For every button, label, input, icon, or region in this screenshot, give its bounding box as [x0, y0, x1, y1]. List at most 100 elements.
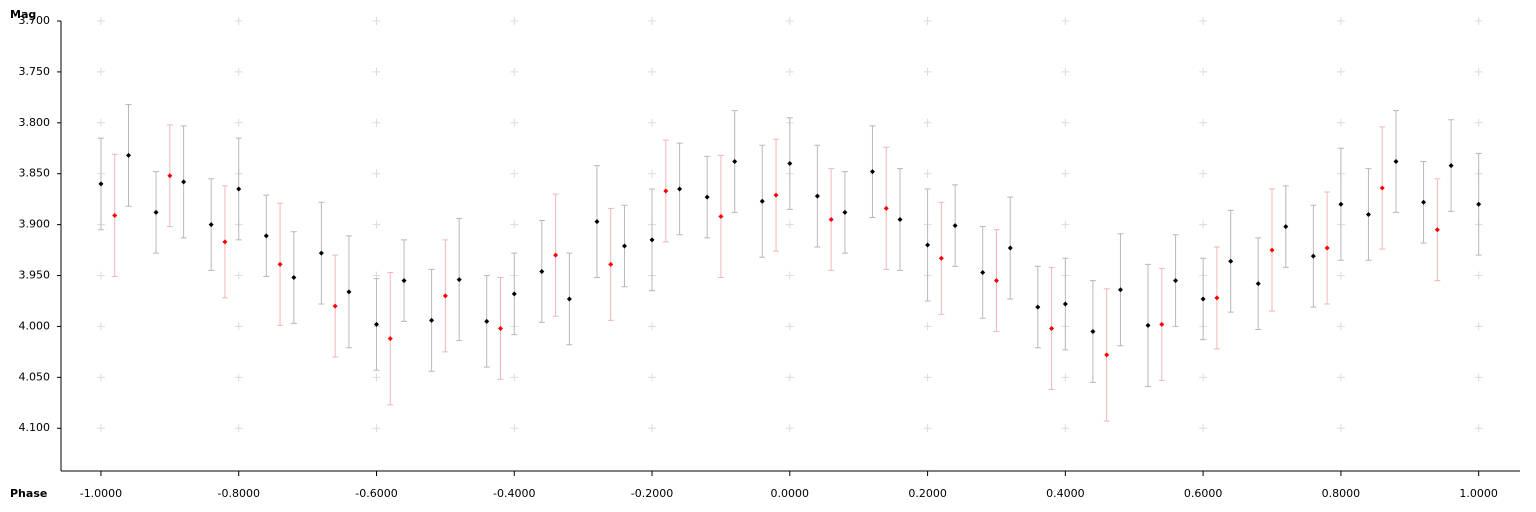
- data-point: [925, 242, 931, 248]
- data-point: [980, 269, 986, 275]
- grid-cross: [510, 424, 519, 433]
- data-point: [732, 158, 738, 164]
- grid-cross: [785, 17, 794, 25]
- grid-cross: [1061, 67, 1070, 76]
- grid-cross: [372, 67, 381, 76]
- data-point: [553, 252, 559, 258]
- data-point: [539, 268, 545, 274]
- grid-cross: [648, 322, 657, 331]
- data-point: [1310, 253, 1316, 259]
- data-point: [649, 237, 655, 243]
- grid-cross: [785, 67, 794, 76]
- grid-cross: [1199, 424, 1208, 433]
- y-tick-label: 3.750: [19, 65, 51, 78]
- grid-cross: [234, 424, 243, 433]
- grid-cross: [648, 17, 657, 25]
- data-point: [677, 186, 683, 192]
- grid-cross: [1199, 17, 1208, 25]
- data-point: [663, 188, 669, 194]
- grid-cross: [1336, 17, 1345, 25]
- data-point: [497, 325, 503, 331]
- grid-cross: [510, 373, 519, 382]
- data-point: [1104, 352, 1110, 358]
- data-point: [1324, 245, 1330, 251]
- grid-cross: [510, 67, 519, 76]
- data-point: [1035, 304, 1041, 310]
- grid-cross: [1474, 373, 1483, 382]
- grid-cross: [648, 373, 657, 382]
- grid-cross: [234, 118, 243, 127]
- data-point: [1007, 245, 1013, 251]
- grid-cross: [96, 373, 105, 382]
- data-point: [718, 213, 724, 219]
- x-tick-label: 0.4000: [1046, 487, 1085, 500]
- data-point: [1421, 199, 1427, 205]
- data-point: [511, 291, 517, 297]
- data-point: [387, 336, 393, 342]
- data-point: [456, 277, 462, 283]
- y-tick-label: 3.900: [19, 218, 51, 231]
- data-point: [608, 261, 614, 267]
- data-point: [842, 209, 848, 215]
- grid-cross: [372, 220, 381, 229]
- grid-cross: [923, 322, 932, 331]
- data-point: [401, 278, 407, 284]
- data-point: [112, 212, 118, 218]
- grid-cross: [648, 67, 657, 76]
- grid-cross: [96, 424, 105, 433]
- data-point: [263, 233, 269, 239]
- data-point: [1476, 201, 1482, 207]
- grid-cross: [923, 373, 932, 382]
- data-point: [1173, 278, 1179, 284]
- data-point: [153, 209, 159, 215]
- data-point: [993, 278, 999, 284]
- data-point: [1379, 185, 1385, 191]
- grid-cross: [234, 67, 243, 76]
- data-point: [1049, 325, 1055, 331]
- data-point: [1145, 322, 1151, 328]
- grid-cross: [372, 118, 381, 127]
- data-point: [484, 318, 490, 324]
- data-point: [594, 219, 600, 225]
- grid-cross: [923, 169, 932, 178]
- data-point: [1228, 258, 1234, 264]
- data-point: [566, 296, 572, 302]
- data-point: [1062, 301, 1068, 307]
- data-point: [1434, 227, 1440, 233]
- grid-cross: [1199, 169, 1208, 178]
- grid-cross: [372, 17, 381, 25]
- data-point: [897, 217, 903, 223]
- data-point: [181, 179, 187, 185]
- grid-cross: [1199, 373, 1208, 382]
- data-point: [442, 293, 448, 299]
- grid-cross: [1474, 271, 1483, 280]
- grid-cross: [96, 322, 105, 331]
- grid-cross: [785, 271, 794, 280]
- grid-cross: [923, 17, 932, 25]
- data-point: [222, 239, 228, 245]
- grid-cross: [923, 118, 932, 127]
- data-point: [759, 198, 765, 204]
- grid-cross: [1061, 169, 1070, 178]
- data-point: [277, 261, 283, 267]
- grid-cross: [1199, 220, 1208, 229]
- y-tick-label: 4.050: [19, 370, 51, 383]
- x-tick-label: 0.0000: [771, 487, 810, 500]
- data-point: [1283, 224, 1289, 230]
- grid-cross: [96, 67, 105, 76]
- grid-cross: [1474, 118, 1483, 127]
- data-point: [1255, 281, 1261, 287]
- data-point: [346, 289, 352, 295]
- x-tick-label: -1.0000: [80, 487, 122, 500]
- grid-cross: [510, 220, 519, 229]
- y-tick-label: 4.100: [19, 421, 51, 434]
- grid-cross: [1474, 17, 1483, 25]
- data-point: [208, 222, 214, 228]
- data-point: [1338, 201, 1344, 207]
- grid-cross: [785, 373, 794, 382]
- y-tick-label: 3.700: [19, 14, 51, 27]
- grid-cross: [510, 17, 519, 25]
- grid-cross: [1336, 118, 1345, 127]
- grid-cross: [372, 424, 381, 433]
- data-point: [332, 303, 338, 309]
